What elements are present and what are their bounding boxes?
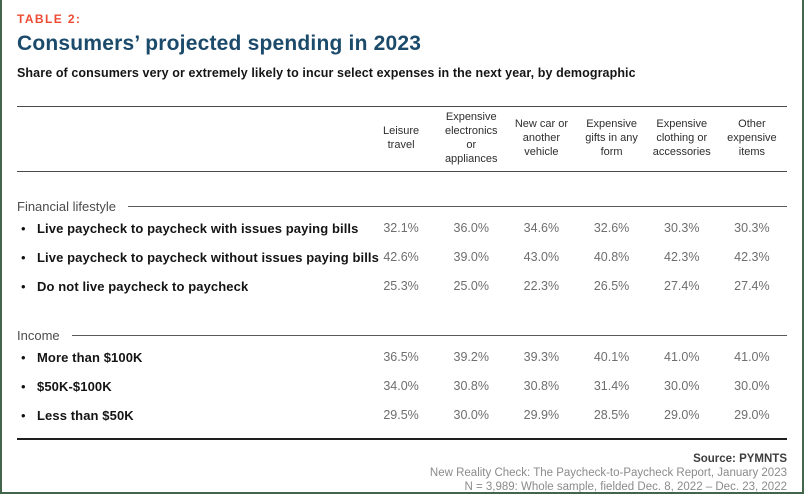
section-divider-line [128,205,787,207]
value-cell: 25.3% [383,279,419,294]
page-subtitle: Share of consumers very or extremely lik… [17,66,636,80]
column-header: Leisure travel [383,124,420,151]
table-row: • Live paycheck to paycheck without issue… [17,243,787,272]
value-cell: 32.1% [383,221,419,236]
bullet-marker: • [21,349,26,365]
value-cell: 42.6% [383,250,419,265]
row-label: Less than $50K [37,407,134,423]
column-header-row: Leisure travel Expensive electronics or a… [17,106,787,172]
row-label: $50K-$100K [37,378,112,394]
source-sample-note: N = 3,989: Whole sample, fielded Dec. 8,… [464,480,787,493]
value-cell: 30.3% [734,221,770,236]
value-cell: 25.0% [453,279,489,294]
table-row: • Live paycheck to paycheck with issues p… [17,214,787,243]
value-cell: 43.0% [523,250,560,265]
table-row: • Do not live paycheck to paycheck 25.3% 25… [17,272,787,301]
value-cell: 27.4% [734,279,770,294]
figure-header: TABLE 2: Consumers’ projected spending i… [17,12,787,80]
section-header-row: Financial lifestyle [17,199,787,214]
value-cell: 36.5% [383,350,419,365]
row-label: More than $100K [37,349,143,365]
table-row: • More than $100K 36.5% 39.2% 39.3% 40.1% 41.0… [17,343,787,372]
row-label: Live paycheck to paycheck with issues pa… [37,220,359,236]
value-cell: 30.8% [453,379,489,394]
column-header: Expensive gifts in any form [585,117,638,158]
bullet-marker: • [21,278,26,294]
column-header: New car or another vehicle [514,117,568,158]
bullet-marker: • [21,407,26,423]
row-label-cell: • $50K-$100K [17,379,366,394]
column-header: Expensive clothing or accessories [652,117,711,158]
section-divider-line [71,334,787,336]
table-number-label: TABLE 2: [17,12,82,26]
bullet-marker: • [21,378,26,394]
source-label: Source: PYMNTS [693,452,787,465]
value-cell: 42.3% [664,250,700,265]
row-label-cell: • Less than $50K [17,408,366,423]
value-cell: 41.0% [734,350,770,365]
row-label: Do not live paycheck to paycheck [37,278,249,294]
column-header: Expensive electronics or appliances [444,111,498,165]
value-cell: 32.6% [593,221,630,236]
value-cell: 29.9% [523,408,560,423]
section-label: Income [17,327,60,343]
value-cell: 41.0% [664,350,700,365]
value-cell: 30.3% [664,221,700,236]
value-cell: 26.5% [593,279,630,294]
value-cell: 31.4% [593,379,630,394]
bullet-marker: • [21,249,26,265]
value-cell: 34.6% [523,221,560,236]
value-cell: 40.1% [593,350,630,365]
figure-footer: Source: PYMNTS New Reality Check: The Pa… [17,452,787,493]
page-title: Consumers’ projected spending in 2023 [17,32,422,55]
row-label-cell: • More than $100K [17,350,366,365]
source-report-title: New Reality Check: The Paycheck-to-Paych… [429,466,787,479]
section-label: Financial lifestyle [17,198,116,214]
value-cell: 28.5% [593,408,630,423]
section-header-row: Income [17,328,787,343]
value-cell: 30.0% [453,408,489,423]
value-cell: 42.3% [734,250,770,265]
value-cell: 30.0% [734,379,770,394]
value-cell: 30.0% [664,379,700,394]
bullet-marker: • [21,220,26,236]
value-cell: 29.0% [734,408,770,423]
value-cell: 29.0% [664,408,700,423]
table-row: • Less than $50K 29.5% 30.0% 29.9% 28.5% 29.0%… [17,401,787,430]
table-row: • $50K-$100K 34.0% 30.8% 30.8% 31.4% 30.0% 30.0… [17,372,787,401]
value-cell: 40.8% [593,250,630,265]
table-body: Financial lifestyle • Live paycheck to pay… [17,199,787,430]
table-bottom-rule [17,437,787,440]
value-cell: 22.3% [523,279,560,294]
row-label-cell: • Live paycheck to paycheck without issue… [17,249,379,265]
column-header: Other expensive items [727,117,777,158]
value-cell: 39.3% [523,350,560,365]
data-table: Leisure travel Expensive electronics or a… [17,106,787,440]
row-label-cell: • Live paycheck to paycheck with issues p… [17,221,366,236]
value-cell: 39.0% [453,250,489,265]
value-cell: 30.8% [523,379,560,394]
value-cell: 36.0% [453,221,489,236]
value-cell: 27.4% [664,279,700,294]
row-label: Live paycheck to paycheck without issues… [37,249,379,265]
row-label-cell: • Do not live paycheck to paycheck [17,279,366,294]
value-cell: 29.5% [383,408,419,423]
value-cell: 39.2% [453,350,489,365]
value-cell: 34.0% [383,379,419,394]
